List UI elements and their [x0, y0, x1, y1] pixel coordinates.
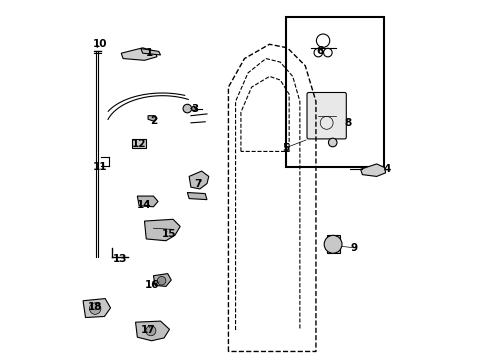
- Polygon shape: [135, 321, 169, 341]
- Text: 13: 13: [113, 253, 127, 264]
- Circle shape: [324, 235, 341, 253]
- Circle shape: [183, 104, 191, 113]
- Circle shape: [145, 326, 156, 336]
- Polygon shape: [187, 193, 206, 200]
- Polygon shape: [83, 298, 110, 318]
- Text: 3: 3: [190, 104, 198, 113]
- Polygon shape: [360, 164, 385, 176]
- Text: 18: 18: [88, 302, 102, 312]
- Polygon shape: [189, 171, 208, 189]
- Text: 4: 4: [383, 164, 390, 174]
- Text: 14: 14: [136, 200, 151, 210]
- Bar: [326, 235, 339, 253]
- Text: 15: 15: [162, 229, 176, 239]
- Polygon shape: [148, 116, 157, 121]
- Text: 1: 1: [146, 48, 153, 58]
- Circle shape: [191, 107, 196, 111]
- Text: 5: 5: [282, 143, 288, 153]
- Text: 8: 8: [344, 118, 351, 128]
- Text: 2: 2: [149, 116, 157, 126]
- Bar: [285, 18, 383, 167]
- Text: 9: 9: [350, 243, 357, 253]
- Circle shape: [328, 138, 336, 147]
- Text: 17: 17: [141, 325, 155, 335]
- Polygon shape: [141, 49, 160, 55]
- FancyBboxPatch shape: [306, 93, 346, 139]
- Text: 11: 11: [93, 162, 107, 172]
- Polygon shape: [153, 274, 171, 287]
- Polygon shape: [121, 48, 157, 60]
- Text: 7: 7: [194, 179, 202, 189]
- Bar: [132, 139, 146, 148]
- Circle shape: [157, 276, 165, 285]
- Polygon shape: [137, 196, 158, 207]
- Polygon shape: [144, 219, 180, 241]
- Circle shape: [89, 303, 101, 314]
- Text: 10: 10: [93, 39, 107, 49]
- Text: 12: 12: [132, 139, 146, 149]
- Text: 6: 6: [315, 46, 323, 57]
- Text: 16: 16: [144, 280, 159, 291]
